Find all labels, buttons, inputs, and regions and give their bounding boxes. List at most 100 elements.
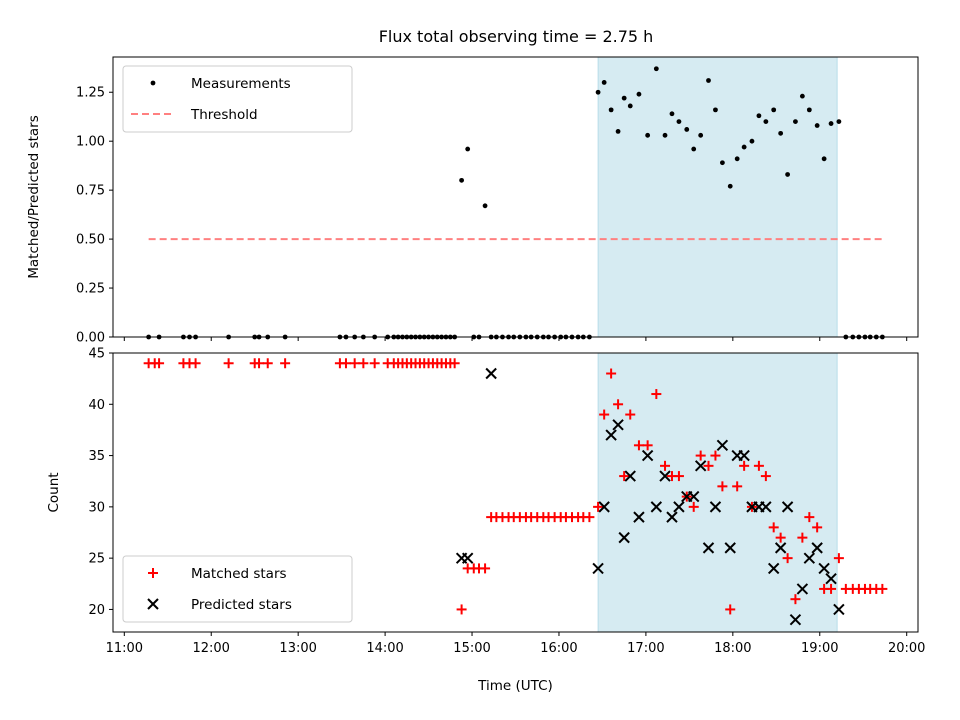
- predicted-star-point: [789, 613, 802, 626]
- observing-window-span: [597, 56, 838, 338]
- matched-star-point: [732, 481, 743, 492]
- matched-star-point: [449, 358, 460, 369]
- matched-star-point: [688, 501, 699, 512]
- chart-title: Flux total observing time = 2.75 h: [379, 27, 654, 46]
- x-tick-label: 18:00: [714, 641, 751, 656]
- measurement-point: [636, 91, 642, 97]
- predicted-star-point: [612, 419, 624, 431]
- predicted-star-point: [818, 562, 830, 575]
- x-tick-label: 19:00: [801, 641, 838, 656]
- matched-star-point: [782, 553, 793, 564]
- measurement-point: [698, 132, 704, 138]
- matched-star-point: [877, 583, 888, 594]
- matched-star-point: [593, 501, 604, 512]
- measurement-point: [734, 156, 740, 162]
- x-tick-label: 14:00: [366, 641, 403, 656]
- axes-frame: [112, 352, 919, 633]
- x-tick-label: 15:00: [453, 641, 490, 656]
- measurement-point: [684, 127, 690, 132]
- x-tick-label: 20:00: [888, 641, 925, 656]
- measurement-point: [669, 111, 675, 117]
- x-tick-label: 17:00: [627, 641, 664, 656]
- matched-star-point: [190, 358, 201, 369]
- measurement-point: [459, 177, 465, 183]
- measurement-point: [785, 172, 791, 177]
- measurement-point: [720, 160, 725, 166]
- predicted-star-point: [673, 501, 685, 513]
- matched-star-point: [340, 358, 351, 369]
- measurement-point: [778, 130, 784, 136]
- measurement-point: [828, 121, 834, 126]
- y-tick-label: 25: [88, 552, 105, 567]
- predicted-star-point: [694, 460, 707, 472]
- predicted-star-point: [811, 542, 823, 554]
- measurement-point: [691, 146, 697, 152]
- matched-star-point: [753, 460, 764, 471]
- measurement-point: [727, 183, 733, 189]
- legend-swatch: [150, 80, 156, 86]
- matched-star-point: [613, 399, 624, 410]
- matched-star-point: [812, 522, 823, 533]
- matched-star-point: [606, 368, 617, 379]
- matched-star-point: [775, 532, 786, 543]
- predicted-star-point: [618, 531, 630, 544]
- predicted-star-point: [598, 501, 610, 513]
- matched-star-point: [625, 409, 636, 420]
- matched-star-point: [739, 460, 750, 471]
- predicted-star-point: [702, 542, 715, 554]
- matched-star-point: [633, 440, 644, 451]
- y-tick-label: 35: [88, 449, 105, 464]
- matched-star-point: [642, 440, 653, 451]
- y-tick-label: 45: [88, 347, 105, 362]
- matched-star-point: [349, 358, 360, 369]
- measurement-point: [706, 78, 711, 83]
- predicted-star-point: [833, 603, 845, 616]
- series-matched-stars: [143, 358, 888, 615]
- top-panel: 0.00 0.25 0.50 0.75 1.00 1.25 Matched/Predicte…: [26, 56, 919, 346]
- measurement-point: [615, 129, 621, 134]
- measurement-point: [482, 203, 488, 209]
- measurement-point: [836, 119, 842, 125]
- matched-star-point: [673, 471, 684, 482]
- measurement-point: [465, 146, 471, 152]
- y-tick-label: 40: [88, 398, 105, 413]
- predicted-star-point: [650, 501, 663, 513]
- legend-swatch: [148, 568, 158, 578]
- measurement-point: [601, 80, 607, 85]
- measurement-point: [621, 95, 627, 101]
- measurement-point: [749, 138, 755, 144]
- predicted-star-point: [461, 552, 474, 564]
- measurement-point: [793, 119, 798, 125]
- predicted-star-point: [716, 439, 729, 452]
- predicted-star-point: [738, 449, 750, 462]
- x-tick-label: 13:00: [279, 641, 316, 656]
- measurement-point: [627, 103, 633, 109]
- matched-star-point: [703, 460, 714, 471]
- legend: Measurements Threshold: [122, 65, 353, 133]
- predicted-star-point: [592, 562, 604, 575]
- y-tick-label: 1.00: [76, 135, 105, 150]
- matched-star-point: [725, 604, 736, 615]
- matched-star-point: [223, 358, 234, 369]
- y-tick-label: 0.25: [76, 282, 105, 297]
- matched-star-point: [797, 532, 808, 543]
- y-tick-label: 30: [88, 500, 105, 515]
- predicted-star-point: [796, 583, 809, 595]
- x-tick-label: 11:00: [106, 641, 143, 656]
- predicted-star-point: [774, 542, 787, 554]
- predicted-star-point: [605, 429, 617, 441]
- matched-star-point: [833, 553, 844, 564]
- matched-star-point: [619, 471, 630, 482]
- legend-swatch: [147, 598, 159, 610]
- measurement-point: [645, 132, 651, 138]
- legend-label: Threshold: [190, 107, 258, 123]
- measurement-point: [771, 107, 777, 113]
- matched-star-point: [710, 450, 721, 461]
- matched-star-point: [695, 450, 706, 461]
- matched-star-point: [804, 512, 815, 523]
- matched-star-point: [768, 522, 779, 533]
- matched-star-point: [599, 409, 610, 420]
- measurement-point: [821, 156, 827, 162]
- y-tick-label: 0.50: [76, 233, 105, 248]
